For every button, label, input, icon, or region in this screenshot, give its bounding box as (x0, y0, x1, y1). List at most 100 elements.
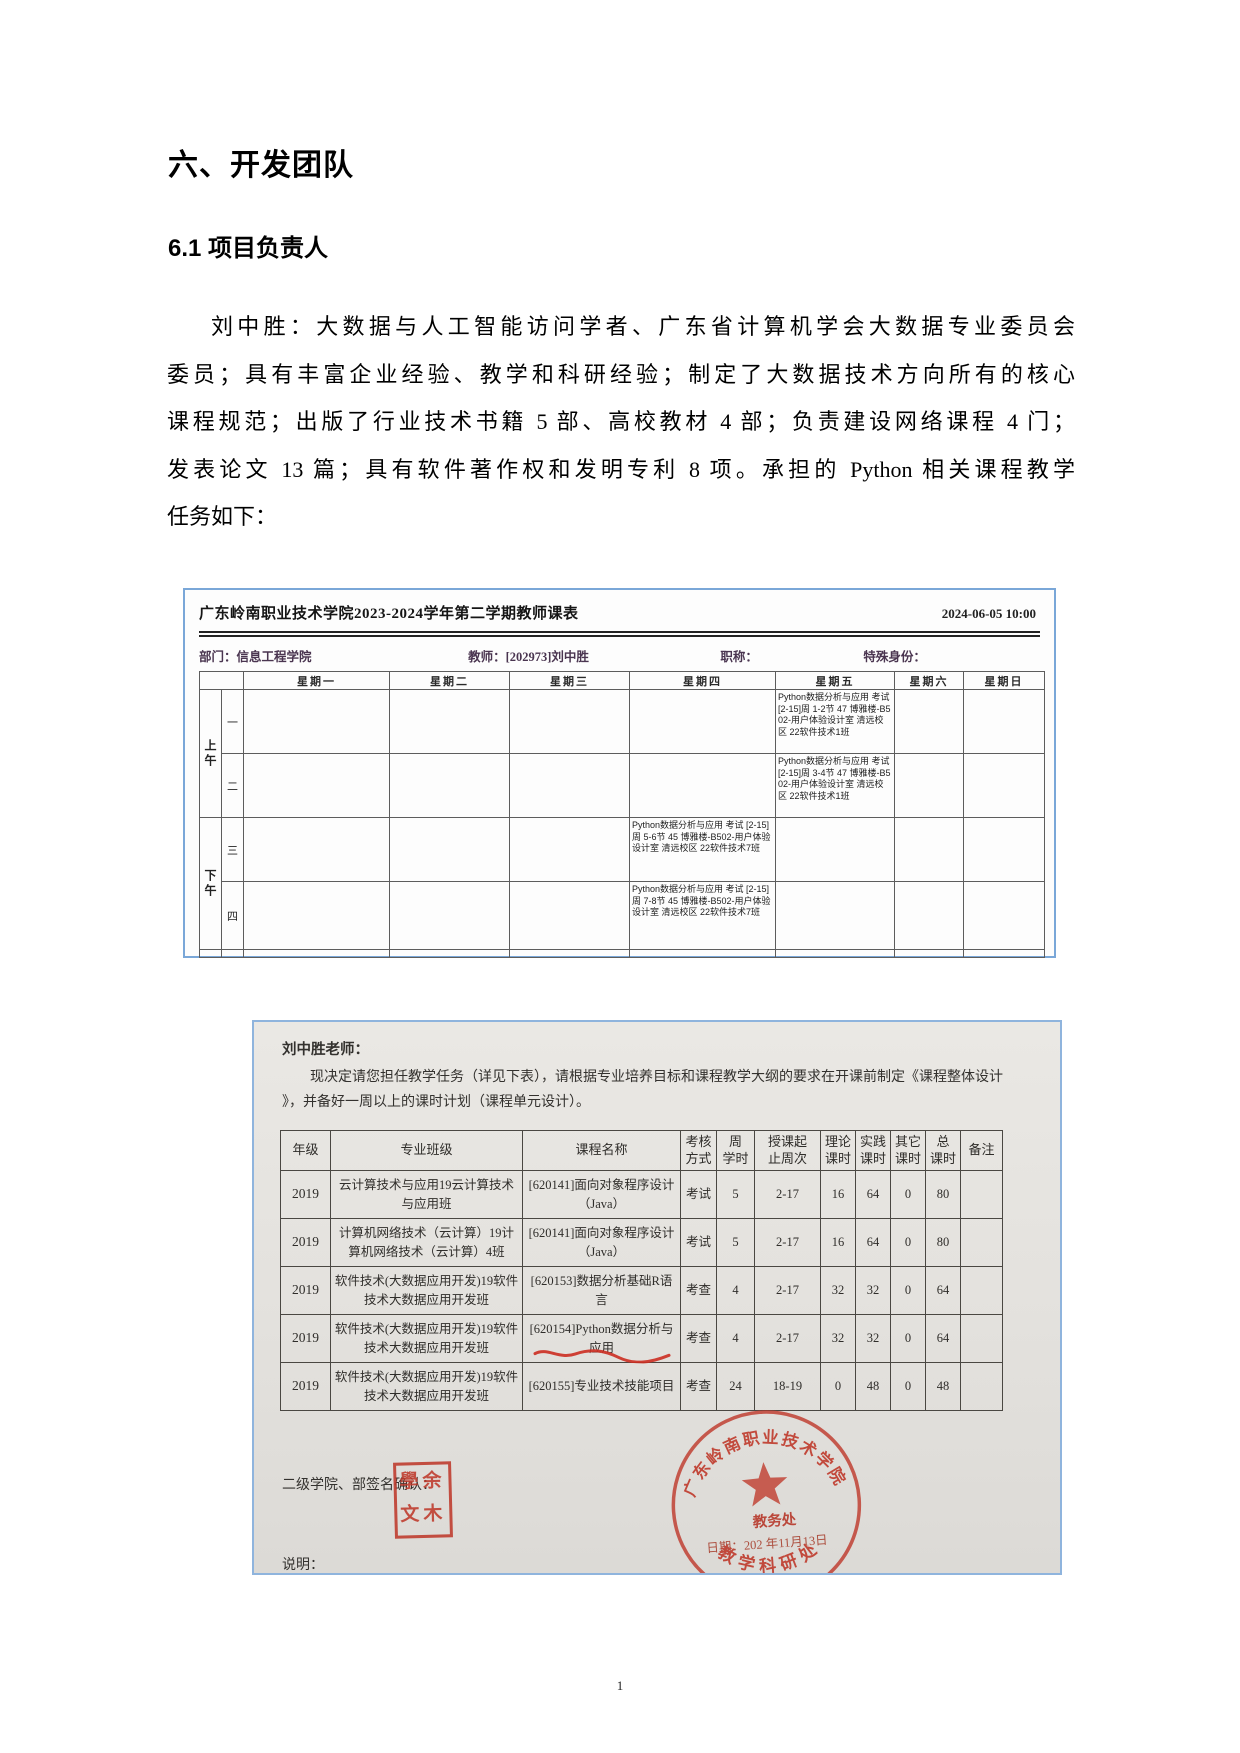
salutation: 刘中胜老师： (282, 1042, 369, 1058)
timetable-datetime: 2024-06-05 10:00 (941, 606, 1036, 621)
letter-body-line: 》，并备好一周以上的课时计划（课程单元设计）。 (282, 1094, 590, 1110)
empty-cell (775, 817, 895, 882)
empty-cell (963, 689, 1045, 754)
table-cell: 4 (716, 1314, 755, 1363)
table-row: 2019 软件技术(大数据应用开发)19软件技术大数据应用开发班 [620155… (280, 1362, 1003, 1411)
empty-cell (389, 949, 510, 958)
table-cell-python: [620154]Python数据分析与应用 (522, 1314, 681, 1364)
empty-cell (894, 689, 964, 754)
header-cell: 课程名称 (522, 1130, 681, 1171)
empty-cell (243, 689, 390, 754)
timetable-row: 下午 三 Python数据分析与应用 考试 [2-15]周 5-6节 45 博雅… (199, 817, 1045, 950)
empty-cell (509, 949, 630, 958)
table-cell: 2019 (280, 1362, 331, 1411)
table-cell: 软件技术(大数据应用开发)19软件技术大数据应用开发班 (330, 1314, 523, 1363)
table-cell: 64 (855, 1218, 891, 1267)
table-cell: 5 (716, 1170, 755, 1219)
day-header: 星期日 (963, 671, 1045, 690)
square-seal: 學余文木 (393, 1461, 453, 1539)
table-cell: 0 (890, 1266, 926, 1315)
empty-cell (243, 753, 390, 818)
empty-cell (963, 817, 1045, 882)
table-cell: 48 (925, 1362, 961, 1411)
empty-cell (509, 753, 630, 818)
table-cell: 考查 (680, 1362, 717, 1411)
table-cell: 2019 (280, 1170, 331, 1219)
table-cell: 32 (855, 1314, 891, 1363)
table-cell: 48 (855, 1362, 891, 1411)
confirm-label: 二级学院、部签名确认： (282, 1478, 436, 1493)
subsection-heading: 6.1 项目负责人 (168, 235, 329, 262)
table-cell: 16 (820, 1218, 856, 1267)
empty-cell (629, 689, 776, 754)
session-label-morning: 上午 (199, 689, 222, 818)
table-cell: 64 (925, 1266, 961, 1315)
empty-cell (389, 753, 510, 818)
course-cell: Python数据分析与应用 考试 [2-15]周 7-8节 45 博雅楼-B50… (629, 881, 776, 950)
empty-cell (894, 881, 964, 950)
table-cell: 考查 (680, 1314, 717, 1363)
timetable-info-row: 部门：信息工程学院 教师：[202973]刘中胜 职称： 特殊身份： (199, 646, 1040, 665)
paragraph-line: 课程规范；出版了行业技术书籍 5 部、高校教材 4 部；负责建设网络课程 4 门… (167, 409, 1075, 434)
table-cell: 2019 (280, 1218, 331, 1267)
table-cell: 16 (820, 1170, 856, 1219)
letter-body: 现决定请您担任教学任务（详见下表），请根据专业培养目标和课程教学大纲的要求在开课… (282, 1066, 1042, 1116)
header-cell: 年级 (280, 1130, 331, 1171)
star-icon (741, 1462, 788, 1507)
double-rule (199, 631, 1040, 637)
table-cell: [620141]面向对象程序设计（Java） (522, 1170, 681, 1219)
empty-cell (509, 817, 630, 882)
table-cell: 2019 (280, 1314, 331, 1363)
table-cell: 32 (820, 1314, 856, 1363)
empty-cell (243, 949, 390, 958)
table-row-python-course: 2019 软件技术(大数据应用开发)19软件技术大数据应用开发班 [620154… (280, 1314, 1003, 1364)
page-number: 1 (616, 1678, 624, 1693)
table-cell: 软件技术(大数据应用开发)19软件技术大数据应用开发班 (330, 1362, 523, 1411)
course-cell: Python数据分析与应用 考试 [2-15]周 5-6节 45 博雅楼-B50… (629, 817, 776, 882)
empty-cell (509, 881, 630, 950)
timetable-grid: 星期一 星期二 星期三 星期四 星期五 星期六 星期日 上午 一 Python数… (199, 671, 1045, 958)
paragraph-line: 委员；具有丰富企业经验、教学和科研经验；制定了大数据技术方向所有的核心 (167, 361, 1075, 387)
course-cell: Python数据分析与应用 考试 [2-15]周 3-4节 47 博雅楼-B50… (775, 753, 895, 818)
period-label: 三 (221, 817, 244, 882)
empty-cell (963, 881, 1045, 950)
table-cell: 软件技术(大数据应用开发)19软件技术大数据应用开发班 (330, 1266, 523, 1315)
timetable-row: 上午 一 Python数据分析与应用 考试 [2-15]周 1-2节 47 博雅… (199, 689, 1045, 818)
paragraph-line: 任务如下： (167, 504, 278, 529)
empty-cell (894, 817, 964, 882)
table-cell: 0 (820, 1362, 856, 1411)
header-cell: 总 课时 (925, 1130, 961, 1171)
table-cell: 0 (890, 1362, 926, 1411)
table-cell: 0 (890, 1170, 926, 1219)
header-cell: 专业班级 (330, 1130, 523, 1171)
assignments-header-row: 年级 专业班级 课程名称 考核 方式 周 学时 授课起 止周次 理论 课时 实践… (280, 1130, 1003, 1171)
timetable-row: 二 Python数据分析与应用 考试 [2-15]周 3-4节 47 博雅楼-B… (200, 753, 1045, 818)
empty-cell (629, 753, 776, 818)
empty-cell (389, 881, 510, 950)
day-header-row: 星期一 星期二 星期三 星期四 星期五 星期六 星期日 (199, 671, 1045, 690)
table-cell (960, 1218, 1003, 1267)
table-cell: 0 (890, 1314, 926, 1363)
table-cell: [620155]专业技术技能项目 (522, 1362, 681, 1411)
intro-paragraph: 刘中胜：大数据与人工智能访问学者、广东省计算机学会大数据专业委员会 委员；具有丰… (167, 303, 1075, 541)
header-cell: 理论 课时 (820, 1130, 856, 1171)
empty-cell (775, 881, 895, 950)
table-cell: 2-17 (754, 1170, 821, 1219)
empty-cell (389, 817, 510, 882)
table-row: 2019 软件技术(大数据应用开发)19软件技术大数据应用开发班 [620153… (280, 1266, 1003, 1315)
table-cell: 80 (925, 1170, 961, 1219)
period-label: 一 (221, 689, 244, 754)
session-label-afternoon: 下午 (199, 817, 222, 950)
period-label: 四 (221, 881, 244, 950)
table-cell: 64 (855, 1170, 891, 1219)
table-cell: 2-17 (754, 1314, 821, 1363)
special-identity-label: 特殊身份： (863, 650, 926, 664)
round-official-stamp: 广东岭南职业技术学院 教务处 日期：202 年11月13日 教学科研处 (671, 1410, 862, 1573)
assignments-table: 年级 专业班级 课程名称 考核 方式 周 学时 授课起 止周次 理论 课时 实践… (280, 1130, 1003, 1411)
empty-cell (243, 881, 390, 950)
empty-cell (775, 949, 895, 958)
empty-cell (894, 949, 964, 958)
day-header: 星期一 (243, 671, 390, 690)
day-header: 星期四 (629, 671, 776, 690)
table-row: 2019 计算机网络技术（云计算）19计算机网络技术（云计算）4班 [62014… (280, 1218, 1003, 1267)
